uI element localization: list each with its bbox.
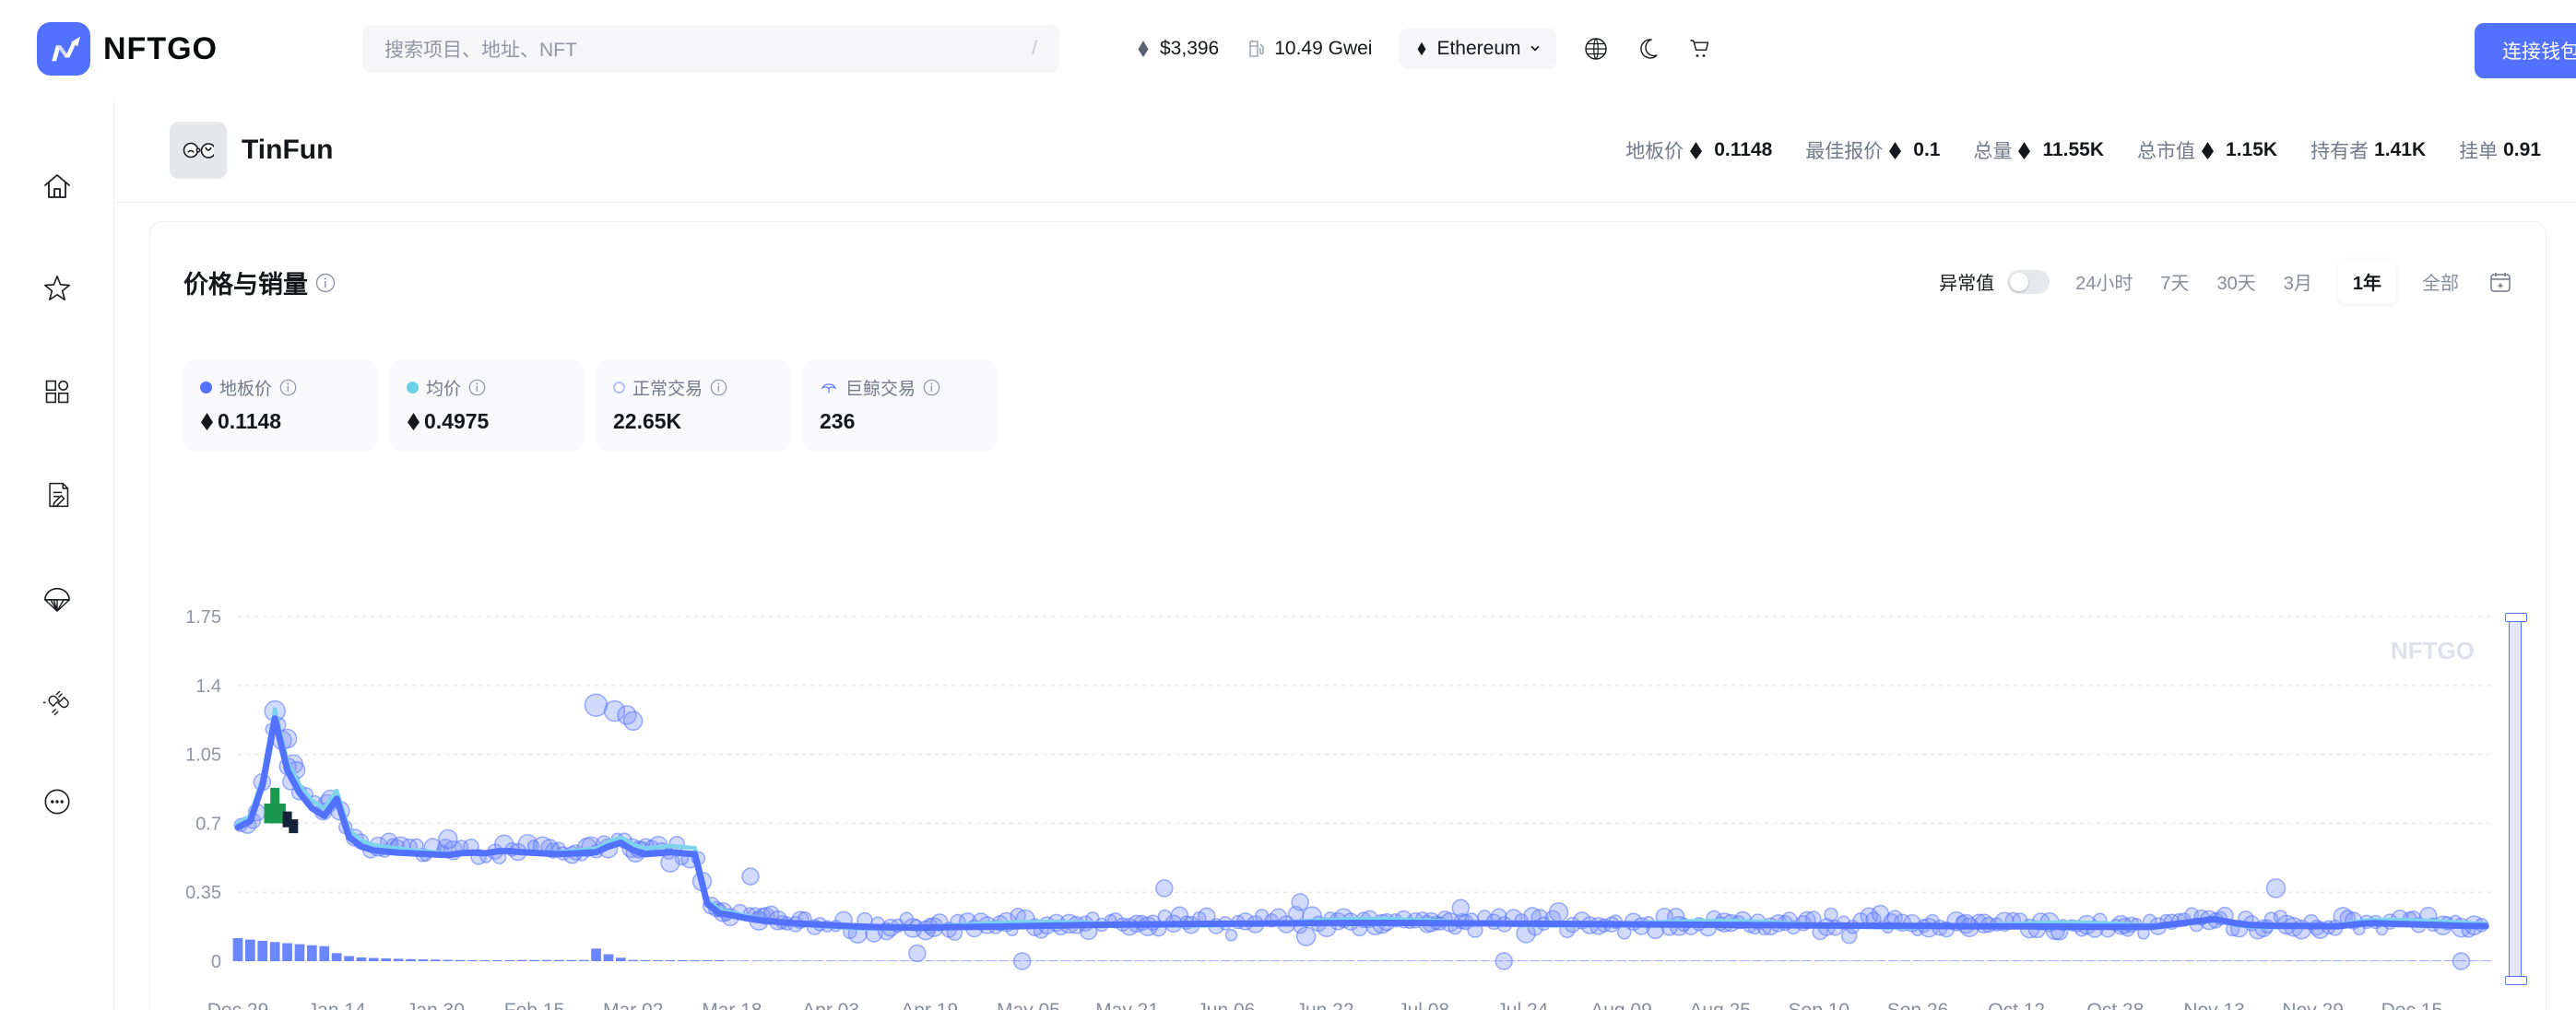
svg-text:Feb 15: Feb 15 (504, 1000, 564, 1010)
svg-text:1.75: 1.75 (185, 607, 221, 628)
svg-text:Jun 22: Jun 22 (1295, 1000, 1353, 1010)
svg-text:0.35: 0.35 (185, 883, 221, 903)
svg-text:May 05: May 05 (997, 1000, 1060, 1010)
svg-text:Jul 24: Jul 24 (1496, 1000, 1548, 1010)
svg-text:Jun 06: Jun 06 (1197, 1000, 1255, 1010)
svg-text:0: 0 (211, 952, 221, 972)
svg-text:Jan 14: Jan 14 (308, 1000, 366, 1010)
svg-text:1.05: 1.05 (185, 746, 221, 766)
svg-text:Sep 26: Sep 26 (1887, 1000, 1949, 1010)
svg-text:Dec 15: Dec 15 (2381, 1000, 2443, 1010)
svg-text:Sep 10: Sep 10 (1789, 1000, 1850, 1010)
svg-text:NFTGO: NFTGO (2391, 637, 2475, 664)
svg-text:May 21: May 21 (1095, 1000, 1159, 1010)
svg-text:0.7: 0.7 (195, 814, 221, 834)
svg-text:Mar 18: Mar 18 (702, 1000, 762, 1010)
svg-text:Aug 25: Aug 25 (1689, 1000, 1751, 1010)
svg-text:Apr 19: Apr 19 (901, 1000, 958, 1010)
svg-text:Mar 02: Mar 02 (603, 1000, 663, 1010)
svg-text:Aug 09: Aug 09 (1590, 1000, 1652, 1010)
svg-text:Jan 30: Jan 30 (407, 1000, 465, 1010)
svg-text:Apr 03: Apr 03 (802, 1000, 859, 1010)
svg-text:Oct 28: Oct 28 (2086, 1000, 2144, 1010)
svg-text:1.4: 1.4 (195, 676, 221, 697)
svg-text:Jul 08: Jul 08 (1398, 1000, 1449, 1010)
svg-text:Dec 29: Dec 29 (207, 1000, 269, 1010)
svg-text:Nov 13: Nov 13 (2183, 1000, 2245, 1010)
svg-text:Nov 29: Nov 29 (2282, 1000, 2344, 1010)
svg-text:Oct 12: Oct 12 (1988, 1000, 2045, 1010)
